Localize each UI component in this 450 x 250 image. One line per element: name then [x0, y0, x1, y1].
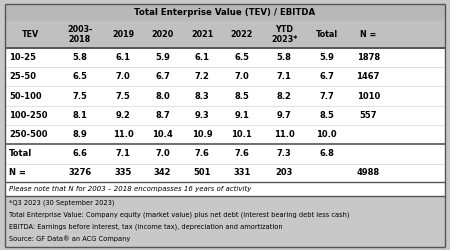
Text: 2019: 2019	[112, 30, 134, 39]
Text: 8.9: 8.9	[72, 130, 87, 139]
Text: 6.8: 6.8	[319, 150, 334, 158]
Text: Total: Total	[315, 30, 338, 39]
Text: 7.5: 7.5	[72, 92, 87, 100]
Text: 5.8: 5.8	[277, 53, 292, 62]
Text: 8.1: 8.1	[72, 111, 87, 120]
Bar	[5, 196, 445, 247]
Text: Source: GF Data® an ACG Company: Source: GF Data® an ACG Company	[9, 235, 130, 242]
Text: 7.1: 7.1	[277, 72, 292, 81]
Text: Total: Total	[9, 150, 32, 158]
Text: 7.6: 7.6	[195, 150, 210, 158]
Text: 5.9: 5.9	[155, 53, 170, 62]
Text: 6.6: 6.6	[72, 150, 87, 158]
Text: 10.0: 10.0	[316, 130, 337, 139]
Text: 25-50: 25-50	[9, 72, 36, 81]
Text: 2021: 2021	[191, 30, 213, 39]
Text: 5.9: 5.9	[319, 53, 334, 62]
Text: 10.9: 10.9	[192, 130, 212, 139]
Text: 5.8: 5.8	[72, 53, 87, 62]
Text: 7.7: 7.7	[319, 92, 334, 100]
Text: 7.0: 7.0	[116, 72, 130, 81]
Text: 2022: 2022	[230, 30, 253, 39]
Text: 7.6: 7.6	[234, 150, 249, 158]
Text: Total Enterprise Value: Company equity (market value) plus net debt (interest be: Total Enterprise Value: Company equity (…	[9, 211, 350, 218]
Text: 203: 203	[275, 168, 293, 177]
Text: 7.1: 7.1	[116, 150, 130, 158]
Text: 3276: 3276	[68, 168, 91, 177]
Bar	[5, 21, 445, 48]
Text: 50-100: 50-100	[9, 92, 41, 100]
Text: 7.0: 7.0	[155, 150, 170, 158]
Bar	[5, 164, 445, 182]
Text: 4988: 4988	[356, 168, 380, 177]
Text: 1878: 1878	[356, 53, 380, 62]
Text: 6.7: 6.7	[319, 72, 334, 81]
Bar	[5, 48, 445, 67]
Bar	[5, 106, 445, 125]
Text: 7.3: 7.3	[277, 150, 292, 158]
Bar	[5, 4, 445, 21]
Text: 6.5: 6.5	[72, 72, 87, 81]
Text: EBITDA: Earnings before interest, tax (income tax), depreciation and amortizatio: EBITDA: Earnings before interest, tax (i…	[9, 223, 283, 230]
Text: 7.5: 7.5	[116, 92, 130, 100]
Text: 10-25: 10-25	[9, 53, 36, 62]
Text: 100-250: 100-250	[9, 111, 48, 120]
Text: 557: 557	[360, 111, 377, 120]
Text: N =: N =	[9, 168, 26, 177]
Text: 2020: 2020	[152, 30, 174, 39]
Text: 8.0: 8.0	[155, 92, 170, 100]
Text: 9.7: 9.7	[277, 111, 292, 120]
Text: 8.5: 8.5	[234, 92, 249, 100]
Text: 6.1: 6.1	[195, 53, 210, 62]
Text: 501: 501	[194, 168, 211, 177]
Bar	[5, 125, 445, 144]
Bar	[5, 144, 445, 164]
Text: 11.0: 11.0	[113, 130, 134, 139]
Text: 10.4: 10.4	[152, 130, 173, 139]
Text: TEV: TEV	[22, 30, 39, 39]
Text: 7.2: 7.2	[195, 72, 210, 81]
Text: 1010: 1010	[356, 92, 380, 100]
Text: 11.0: 11.0	[274, 130, 294, 139]
Bar	[5, 182, 445, 196]
Text: 8.5: 8.5	[319, 111, 334, 120]
Text: 9.1: 9.1	[234, 111, 249, 120]
Text: 8.3: 8.3	[195, 92, 210, 100]
Text: 342: 342	[154, 168, 171, 177]
Text: 9.2: 9.2	[116, 111, 130, 120]
Text: 8.2: 8.2	[277, 92, 292, 100]
Text: 7.0: 7.0	[234, 72, 249, 81]
Text: N =: N =	[360, 30, 376, 39]
Text: 6.5: 6.5	[234, 53, 249, 62]
Text: Please note that N for 2003 – 2018 encompasses 16 years of activity: Please note that N for 2003 – 2018 encom…	[9, 186, 252, 192]
Text: 250-500: 250-500	[9, 130, 48, 139]
Text: 2003-
2018: 2003- 2018	[67, 25, 92, 44]
Text: 9.3: 9.3	[195, 111, 210, 120]
Text: 10.1: 10.1	[231, 130, 252, 139]
Text: 6.7: 6.7	[155, 72, 170, 81]
Text: 1467: 1467	[356, 72, 380, 81]
Text: 335: 335	[114, 168, 132, 177]
Text: 8.7: 8.7	[155, 111, 170, 120]
Text: 331: 331	[233, 168, 250, 177]
Text: *Q3 2023 (30 September 2023): *Q3 2023 (30 September 2023)	[9, 199, 114, 206]
Text: Total Enterprise Value (TEV) / EBITDA: Total Enterprise Value (TEV) / EBITDA	[135, 8, 315, 17]
Text: 6.1: 6.1	[116, 53, 130, 62]
Bar	[5, 67, 445, 86]
Bar	[5, 86, 445, 106]
Text: YTD
2023*: YTD 2023*	[271, 25, 297, 44]
